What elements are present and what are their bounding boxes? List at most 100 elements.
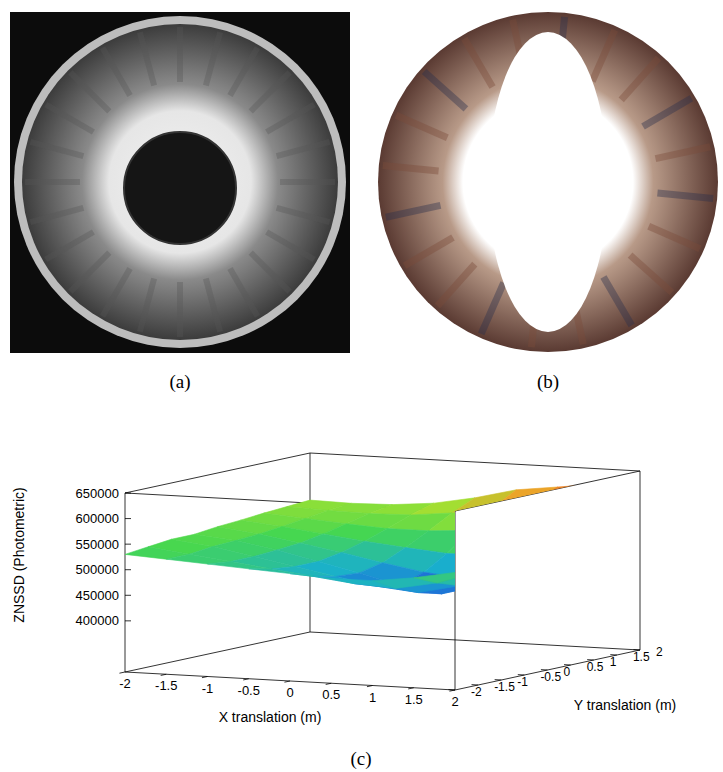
z-axis-title: ZNSSD (Photometric) xyxy=(11,487,27,622)
building-edge xyxy=(25,179,80,185)
y-tick xyxy=(541,669,548,670)
building-edge xyxy=(464,39,492,87)
x-tick-label: 0.5 xyxy=(322,687,340,702)
surface-cell xyxy=(452,490,516,513)
building-edge xyxy=(177,282,183,337)
box-edge xyxy=(310,453,640,471)
panel-label: (c) xyxy=(350,748,371,770)
building-edge xyxy=(643,98,691,126)
building-edge xyxy=(70,253,109,292)
panel-label: (a) xyxy=(169,371,190,393)
building-edge xyxy=(230,269,258,317)
surface-cell xyxy=(429,508,493,531)
colour-image xyxy=(378,12,718,352)
box-edge xyxy=(125,632,310,672)
x-tick-label: 1 xyxy=(369,690,376,705)
building-edge xyxy=(592,30,615,81)
photo-a xyxy=(10,12,350,353)
z-tick xyxy=(125,544,131,545)
building-edge xyxy=(140,32,154,85)
building-edge xyxy=(251,253,290,292)
photo-background xyxy=(10,12,350,353)
surface-cell xyxy=(506,540,570,572)
surface-cell xyxy=(576,480,640,499)
x-tick-label: -2 xyxy=(119,676,131,691)
x-tick xyxy=(284,681,290,682)
y-tick-label: 0 xyxy=(564,665,571,679)
box-edge xyxy=(310,632,640,650)
axis-box xyxy=(125,453,640,690)
z-tick xyxy=(125,595,131,596)
x-tick-label: 2 xyxy=(451,694,458,709)
surface-cell xyxy=(460,567,524,586)
building-edge xyxy=(103,269,131,317)
building-edge xyxy=(280,179,335,185)
surface xyxy=(125,480,640,594)
building-edge xyxy=(603,277,631,325)
surface-cell xyxy=(483,555,547,585)
building-edge xyxy=(230,48,258,96)
surface-cell xyxy=(208,562,272,569)
y-tick xyxy=(633,649,640,650)
surface-cell xyxy=(529,517,593,553)
building-edge xyxy=(657,193,713,199)
box-edge xyxy=(125,453,310,493)
building-edge xyxy=(405,237,453,265)
z-tick xyxy=(125,569,131,570)
z-tick xyxy=(125,620,131,621)
building-edge xyxy=(46,232,94,260)
building-edge xyxy=(70,72,109,111)
surface-cell xyxy=(447,529,511,556)
y-tick-label: 1 xyxy=(610,655,617,669)
photo-b xyxy=(378,12,718,352)
z-tick-label: 500000 xyxy=(76,562,119,577)
x-tick-label: -0.5 xyxy=(238,683,260,698)
y-tick xyxy=(495,679,502,680)
surface-cell xyxy=(488,525,552,556)
building-edge xyxy=(386,205,441,217)
building-edge xyxy=(46,105,94,133)
x-tick xyxy=(161,674,167,675)
building-edge xyxy=(621,58,658,100)
x-tick xyxy=(408,688,414,689)
z-tick-label: 400000 xyxy=(76,613,119,628)
z-axis-line xyxy=(125,493,126,672)
y-tick-label: 0.5 xyxy=(587,660,604,674)
y-axis-line xyxy=(455,650,640,690)
building-edge xyxy=(267,105,315,133)
y-tick xyxy=(587,659,594,660)
building-edge xyxy=(383,165,439,171)
z-tick-label: 450000 xyxy=(76,588,119,603)
x-axis-title: X translation (m) xyxy=(219,709,322,725)
surface-cell xyxy=(290,574,354,584)
building-edge xyxy=(30,142,83,156)
y-tick-label: -2 xyxy=(471,685,482,699)
y-tick xyxy=(518,674,525,675)
y-tick-label: 2 xyxy=(656,645,663,659)
building-edge xyxy=(630,255,672,292)
y-tick xyxy=(472,684,479,685)
building-edge xyxy=(140,279,154,332)
building-edge xyxy=(424,72,466,109)
surface-cell xyxy=(553,497,617,525)
building-edge xyxy=(30,208,83,222)
surface-cell xyxy=(414,572,478,583)
surface-cell xyxy=(493,487,557,508)
building-edge xyxy=(438,264,475,306)
x-tick xyxy=(243,679,249,680)
building-edge xyxy=(649,226,700,249)
y-tick-label: 1.5 xyxy=(633,650,650,664)
building-edge xyxy=(655,147,710,159)
surface-cell xyxy=(470,502,534,530)
x-tick-label: -1.5 xyxy=(155,678,177,693)
z-tick-label: 650000 xyxy=(76,486,119,501)
panel-label: (b) xyxy=(537,371,559,393)
lens-rim xyxy=(14,16,346,348)
x-tick xyxy=(202,677,208,678)
y-tick xyxy=(564,664,571,665)
building-edge xyxy=(277,208,330,222)
mirror-center xyxy=(124,132,236,244)
x-tick-label: 1.5 xyxy=(405,692,423,707)
y-tick-label: -0.5 xyxy=(540,670,561,684)
building-edge xyxy=(481,283,504,334)
